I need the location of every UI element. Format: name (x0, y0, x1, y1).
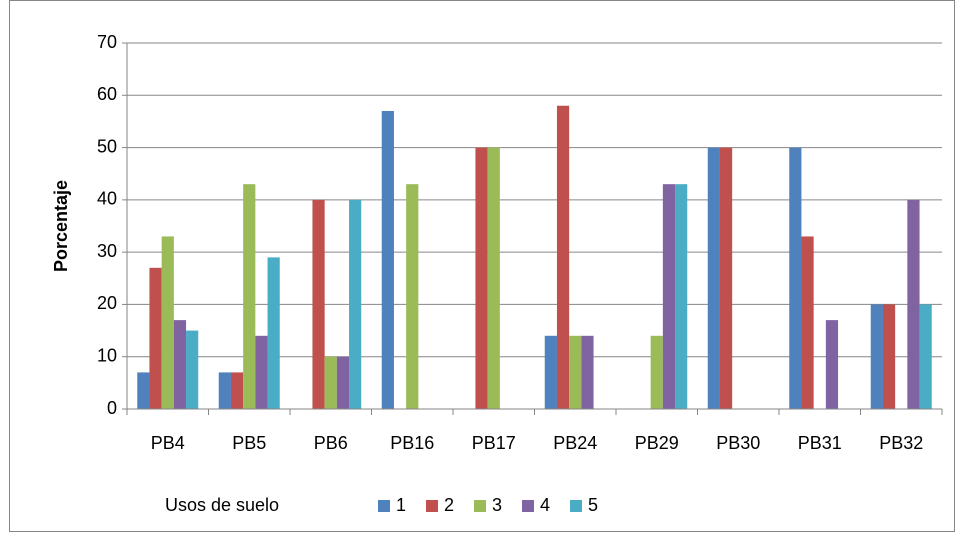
bar (381, 110, 394, 409)
legend-swatch (474, 500, 486, 512)
bar (406, 184, 419, 409)
bar (218, 372, 231, 409)
bar (487, 147, 500, 410)
bar (870, 304, 883, 409)
bar (907, 199, 920, 409)
y-tick-label: 30 (97, 241, 117, 261)
bar (544, 335, 557, 409)
bar (789, 147, 802, 410)
bar (719, 147, 733, 410)
x-tick-label: PB16 (390, 433, 434, 453)
legend-swatch (570, 500, 582, 512)
y-tick-label: 40 (97, 189, 117, 209)
y-tick-label: 50 (97, 136, 117, 156)
y-tick-label: 70 (97, 32, 117, 52)
bar (801, 236, 814, 409)
x-tick-label: PB30 (716, 433, 760, 453)
bar (882, 304, 896, 409)
x-tick-label: PB31 (798, 433, 842, 453)
x-tick-label: PB5 (232, 433, 266, 453)
legend-swatch (378, 500, 390, 512)
bar (919, 304, 932, 409)
bar (243, 184, 256, 409)
bar (349, 199, 362, 409)
bar (825, 320, 839, 409)
bar (707, 147, 720, 410)
y-tick-label: 60 (97, 84, 117, 104)
y-axis-label: Porcentaje (51, 180, 71, 272)
legend-label: 4 (540, 495, 550, 515)
legend-swatch (522, 500, 534, 512)
bar (137, 372, 150, 409)
bar (662, 184, 676, 409)
bar (581, 335, 594, 409)
x-tick-label: PB24 (553, 433, 597, 453)
x-tick-label: PB4 (151, 433, 185, 453)
legend-swatch (426, 500, 438, 512)
bar (267, 257, 280, 409)
x-tick-label: PB29 (635, 433, 679, 453)
bar (312, 199, 325, 409)
x-tick-label: PB17 (472, 433, 516, 453)
legend-label: 1 (396, 495, 406, 515)
legend-label: 5 (588, 495, 598, 515)
bar (173, 320, 187, 409)
bar (556, 105, 570, 409)
y-tick-label: 10 (97, 345, 117, 365)
legend-label: 3 (492, 495, 502, 515)
y-tick-label: 0 (107, 398, 117, 418)
bar (569, 335, 582, 409)
bar (230, 372, 244, 409)
bar (675, 184, 688, 409)
legend-label: 2 (444, 495, 454, 515)
bar (324, 356, 337, 409)
bar (255, 335, 268, 409)
bar (475, 147, 488, 410)
x-tick-label: PB32 (879, 433, 923, 453)
bar (149, 267, 162, 409)
bar (186, 330, 199, 409)
legend-title: Usos de suelo (165, 495, 279, 515)
x-tick-label: PB6 (314, 433, 348, 453)
bar (161, 236, 174, 409)
y-tick-label: 20 (97, 293, 117, 313)
bar (650, 335, 663, 409)
bar (336, 356, 350, 409)
